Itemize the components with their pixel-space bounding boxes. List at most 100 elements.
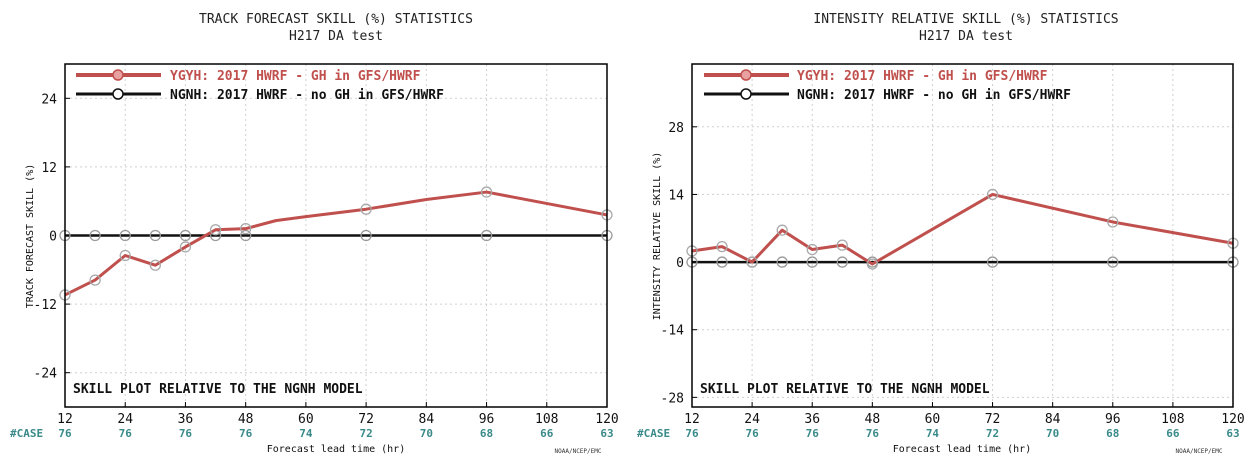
data-point-ygyh — [240, 222, 252, 235]
credit-label: NOAA/NCEP/EMC — [555, 448, 602, 455]
case-count: 74 — [299, 427, 313, 440]
case-count: 72 — [986, 427, 999, 440]
x-tick-label: 84 — [419, 412, 435, 427]
case-count: 70 — [420, 427, 433, 440]
series-line-ygyh — [691, 192, 1234, 266]
case-count: 76 — [806, 427, 820, 440]
chart-title: INTENSITY RELATIVE SKILL (%) STATISTICS — [813, 12, 1118, 27]
data-point-ngnh — [480, 229, 493, 242]
y-tick-label: 24 — [41, 92, 57, 107]
x-tick-label: 48 — [238, 412, 254, 427]
plot-frame — [691, 63, 1234, 408]
data-point-ygyh — [806, 243, 818, 256]
x-tick-label: 96 — [479, 412, 495, 427]
intensity-skill-chart: INTENSITY RELATIVE SKILL (%) STATISTICS … — [555, 12, 1245, 455]
credit-label: NOAA/NCEP/EMC — [1176, 448, 1223, 455]
data-point-ngnh — [360, 229, 372, 242]
case-count: 76 — [745, 427, 759, 440]
data-point-ygyh — [360, 203, 372, 215]
case-count: 76 — [119, 427, 133, 440]
data-point-ygyh — [866, 258, 878, 270]
x-tick-labels: 12 24 36 48 60 72 84 96 108 120 — [684, 412, 1245, 427]
x-tick-label: 12 — [57, 412, 73, 427]
y-tick-label: -28 — [661, 391, 684, 406]
data-point-ygyh — [836, 239, 848, 251]
case-count: 76 — [239, 427, 253, 440]
data-point-ygyh — [149, 259, 161, 271]
case-count: 76 — [685, 427, 699, 440]
x-tick-labels: 12 24 36 48 60 72 84 96 108 120 — [57, 412, 619, 427]
legend-item-ygyh: YGYH: 2017 HWRF - GH in GFS/HWRF — [797, 69, 1048, 84]
data-point-ygyh — [776, 224, 788, 236]
x-tick-label: 120 — [1221, 412, 1244, 427]
y-axis-label: TRACK FORECAST SKILL (%) — [25, 164, 36, 309]
case-count: 68 — [480, 427, 493, 440]
legend-item-ygyh: YGYH: 2017 HWRF - GH in GFS/HWRF — [170, 69, 421, 84]
y-tick-label: -24 — [34, 367, 58, 382]
data-point-ngnh — [986, 256, 999, 268]
x-axis-label: Forecast lead time (hr) — [267, 444, 405, 455]
y-tick-label: 12 — [41, 161, 57, 176]
case-count: 76 — [179, 427, 193, 440]
data-point-ngnh — [240, 229, 252, 242]
chart-subtitle: H217 DA test — [289, 29, 383, 44]
legend: YGYH: 2017 HWRF - GH in GFS/HWRF NGNH: 2… — [76, 69, 444, 103]
data-point-ygyh — [1107, 216, 1119, 228]
x-tick-label: 60 — [925, 412, 941, 427]
y-tick-label: -14 — [661, 324, 685, 339]
case-count: 63 — [600, 427, 613, 440]
case-count: 76 — [866, 427, 880, 440]
chart-title: TRACK FORECAST SKILL (%) STATISTICS — [199, 12, 473, 27]
y-tick-label: 0 — [676, 256, 684, 271]
x-tick-label: 36 — [804, 412, 820, 427]
case-counts: 76 76 76 76 74 72 70 68 66 63 — [58, 427, 613, 440]
case-count: 70 — [1046, 427, 1059, 440]
data-point-ngnh — [806, 256, 818, 268]
x-tick-label: 60 — [298, 412, 314, 427]
x-tick-label: 108 — [535, 412, 558, 427]
case-count: 74 — [926, 427, 940, 440]
data-point-ngnh — [149, 229, 161, 242]
x-tick-label: 48 — [865, 412, 881, 427]
plot-frame — [64, 63, 608, 408]
case-count: 68 — [1106, 427, 1119, 440]
series-line-ygyh — [64, 190, 608, 297]
case-counts: 76 76 76 76 74 72 70 68 66 63 — [685, 427, 1239, 440]
x-tick-label: 120 — [595, 412, 618, 427]
data-point-ngnh — [179, 229, 192, 242]
y-axis-label: INTENSITY RELATIVE SKILL (%) — [652, 152, 663, 321]
x-axis-label: Forecast lead time (hr) — [893, 444, 1031, 455]
data-point-ngnh — [776, 256, 788, 268]
data-point-ygyh — [209, 224, 222, 236]
data-point-ygyh — [480, 186, 493, 198]
x-tick-label: 108 — [1161, 412, 1184, 427]
case-count: 66 — [540, 427, 554, 440]
y-tick-label: 28 — [668, 121, 684, 136]
x-tick-label: 72 — [358, 412, 374, 427]
data-point-ngnh — [1107, 256, 1119, 268]
data-point-ygyh — [119, 249, 131, 262]
data-point-ngnh — [119, 229, 131, 242]
x-tick-label: 96 — [1105, 412, 1121, 427]
y-tick-label: -12 — [34, 298, 57, 313]
x-tick-label: 24 — [744, 412, 760, 427]
case-count: 66 — [1166, 427, 1180, 440]
skill-note: SKILL PLOT RELATIVE TO THE NGNH MODEL — [700, 382, 990, 397]
track-skill-chart: TRACK FORECAST SKILL (%) STATISTICS H217… — [10, 12, 619, 455]
case-count: 63 — [1226, 427, 1239, 440]
x-tick-label: 12 — [684, 412, 700, 427]
data-point-ygyh — [746, 256, 758, 268]
x-tick-label: 24 — [117, 412, 133, 427]
data-point-ngnh — [716, 256, 728, 268]
x-tick-label: 72 — [985, 412, 1001, 427]
y-tick-labels: -28 -14 0 14 28 — [661, 121, 685, 407]
legend-item-ngnh: NGNH: 2017 HWRF - no GH in GFS/HWRF — [797, 88, 1071, 103]
case-label: #CASE — [637, 427, 670, 440]
x-tick-label: 84 — [1045, 412, 1061, 427]
case-count: 72 — [359, 427, 372, 440]
x-tick-label: 36 — [178, 412, 194, 427]
case-label: #CASE — [10, 427, 43, 440]
y-tick-label: 14 — [668, 188, 684, 203]
y-tick-labels: -24 -12 0 12 24 — [34, 92, 58, 381]
